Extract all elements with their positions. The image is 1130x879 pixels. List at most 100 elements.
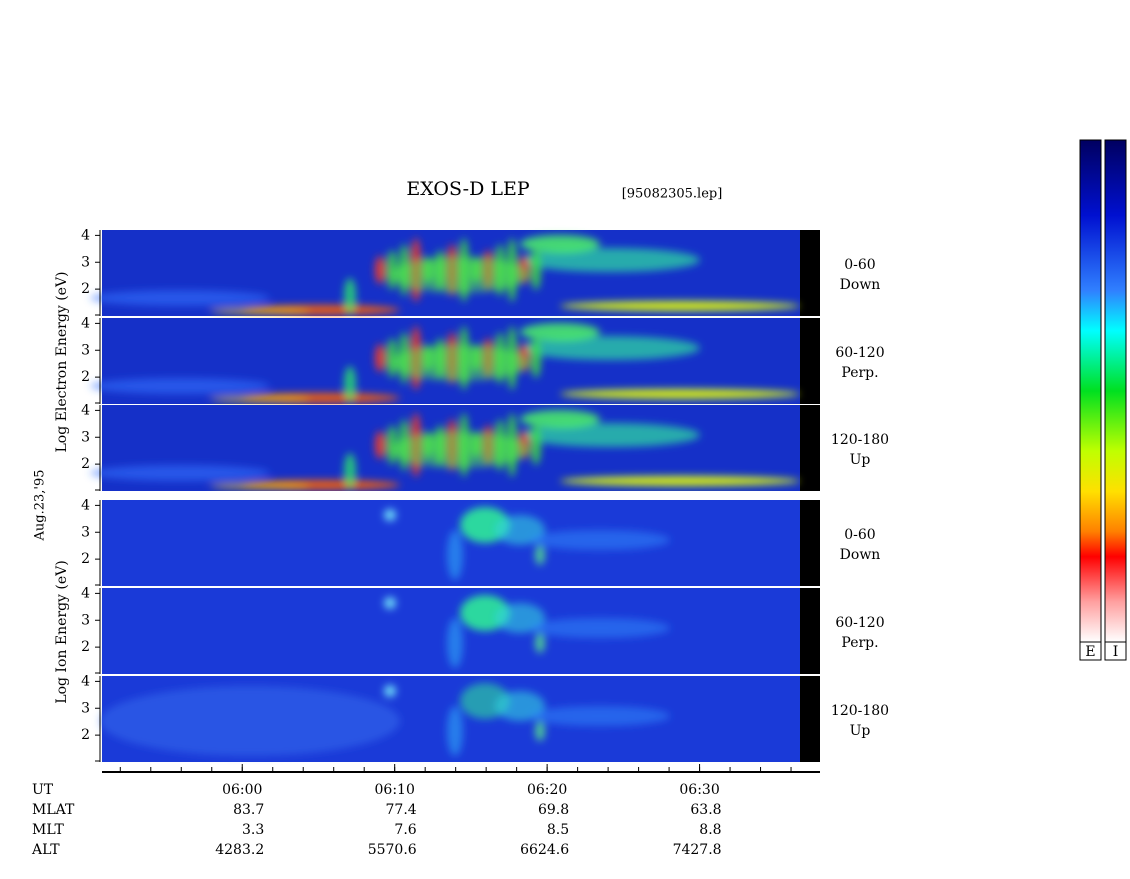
channel-angle: 60-120 bbox=[835, 615, 884, 631]
spectrogram-panel: 2 3 4 bbox=[81, 315, 820, 404]
y-tick-label: 2 bbox=[81, 369, 90, 385]
orbit-value: 7427.8 bbox=[673, 842, 722, 858]
spectral-features bbox=[100, 683, 670, 756]
spectrogram-panel: 2 3 4 bbox=[81, 402, 820, 491]
spectral-feature bbox=[390, 345, 530, 381]
channel-angle: 0-60 bbox=[844, 257, 875, 273]
channel-angle: 120-180 bbox=[831, 703, 889, 719]
spectral-feature bbox=[344, 366, 356, 402]
spectral-feature bbox=[530, 530, 670, 550]
panel-gap bbox=[100, 491, 820, 499]
spectral-feature bbox=[210, 483, 310, 489]
spectral-feature bbox=[90, 465, 270, 481]
x-tick-label: 06:00 bbox=[222, 782, 262, 798]
x-tick-label: 06:30 bbox=[679, 782, 719, 798]
spectral-features bbox=[90, 235, 800, 315]
spectral-feature bbox=[531, 250, 541, 290]
y-tick-label: 3 bbox=[81, 342, 90, 358]
channel-direction: Down bbox=[840, 547, 881, 563]
title: EXOS-D LEP bbox=[406, 178, 530, 200]
spectral-feature bbox=[530, 618, 670, 638]
x-tick-label: 06:20 bbox=[527, 782, 567, 798]
spectral-feature bbox=[375, 344, 385, 372]
orbit-value: 77.4 bbox=[386, 802, 417, 818]
spectral-feature bbox=[535, 545, 545, 565]
orbit-value: 83.7 bbox=[233, 802, 264, 818]
y-tick-label: 2 bbox=[81, 639, 90, 655]
orbit-label: MLAT bbox=[32, 802, 75, 818]
no-data-strip bbox=[800, 405, 820, 491]
spectral-feature bbox=[447, 530, 463, 580]
y-tick-label: 4 bbox=[81, 402, 90, 418]
y-tick-label: 4 bbox=[81, 315, 90, 331]
channel-angle: 120-180 bbox=[831, 432, 889, 448]
no-data-strip bbox=[800, 588, 820, 674]
color-scale-label-box bbox=[1104, 641, 1127, 661]
orbit-value: 8.5 bbox=[547, 822, 569, 838]
spectral-features bbox=[90, 410, 800, 490]
y-tick-label: 4 bbox=[81, 585, 90, 601]
spectral-feature bbox=[531, 338, 541, 378]
y-tick-label: 3 bbox=[81, 612, 90, 628]
spectral-feature bbox=[375, 256, 385, 284]
orbit-value: 7.6 bbox=[394, 822, 416, 838]
spectrogram-panel: 2 3 4 bbox=[81, 673, 820, 762]
spectrogram-panel: 2 3 4 bbox=[81, 227, 820, 316]
spectrograms: 2 3 4 2 3 4 2 3 4 2 3 4 2 3 4 2 3 4 bbox=[81, 227, 820, 762]
spectral-feature bbox=[520, 235, 600, 253]
y-tick-label: 3 bbox=[81, 700, 90, 716]
no-data-strip bbox=[800, 318, 820, 404]
spectral-feature bbox=[384, 685, 396, 697]
orbit-label: ALT bbox=[31, 842, 60, 858]
no-data-strip bbox=[800, 500, 820, 586]
spectral-feature bbox=[520, 410, 600, 428]
color-scale-label: E bbox=[1085, 644, 1095, 660]
spectral-features bbox=[90, 323, 800, 403]
spectrogram-panel: 2 3 4 bbox=[81, 585, 820, 674]
orbit-label: MLT bbox=[32, 822, 64, 838]
spectral-feature bbox=[535, 633, 545, 653]
spectral-feature bbox=[560, 392, 800, 396]
x-tick-label: 06:10 bbox=[375, 782, 415, 798]
channel-direction: Up bbox=[850, 723, 871, 739]
y-tick-label: 4 bbox=[81, 673, 90, 689]
color-scale bbox=[1079, 139, 1102, 643]
orbit-value: 3.3 bbox=[242, 822, 264, 838]
spectral-feature bbox=[210, 308, 310, 314]
spectrogram-panel: 2 3 4 bbox=[81, 497, 820, 586]
channel-angle: 0-60 bbox=[844, 527, 875, 543]
spectral-feature bbox=[344, 453, 356, 489]
y-tick-label: 2 bbox=[81, 456, 90, 472]
y-tick-label: 3 bbox=[81, 429, 90, 445]
spectral-feature bbox=[375, 431, 385, 459]
orbit-value: 6624.6 bbox=[520, 842, 569, 858]
y-tick-label: 3 bbox=[81, 524, 90, 540]
y-tick-label: 4 bbox=[81, 497, 90, 513]
spectral-feature bbox=[520, 248, 700, 272]
y-tick-label: 2 bbox=[81, 281, 90, 297]
file-name: [95082305.lep] bbox=[622, 187, 723, 202]
spectral-feature bbox=[530, 706, 670, 726]
spectral-feature bbox=[560, 304, 800, 308]
date: Aug.23,'95 bbox=[33, 469, 48, 541]
no-data-strip bbox=[800, 230, 820, 316]
spectral-feature bbox=[520, 423, 700, 447]
spectral-feature bbox=[535, 721, 545, 741]
color-scale-label-box bbox=[1079, 641, 1102, 661]
spectral-feature bbox=[520, 323, 600, 341]
orbit-value: 5570.6 bbox=[368, 842, 417, 858]
channel-direction: Perp. bbox=[841, 635, 878, 651]
spectral-feature bbox=[390, 257, 530, 293]
electron-y-label: Log Electron Energy (eV) bbox=[54, 271, 70, 452]
channel-direction: Down bbox=[840, 277, 881, 293]
spectral-feature bbox=[447, 706, 463, 756]
orbit-label: UT bbox=[32, 782, 54, 798]
orbit-value: 69.8 bbox=[538, 802, 569, 818]
spectral-feature bbox=[100, 686, 400, 756]
channel-direction: Up bbox=[850, 452, 871, 468]
spectral-feature bbox=[90, 378, 270, 394]
spectral-features bbox=[384, 507, 670, 580]
y-tick-label: 4 bbox=[81, 227, 90, 243]
